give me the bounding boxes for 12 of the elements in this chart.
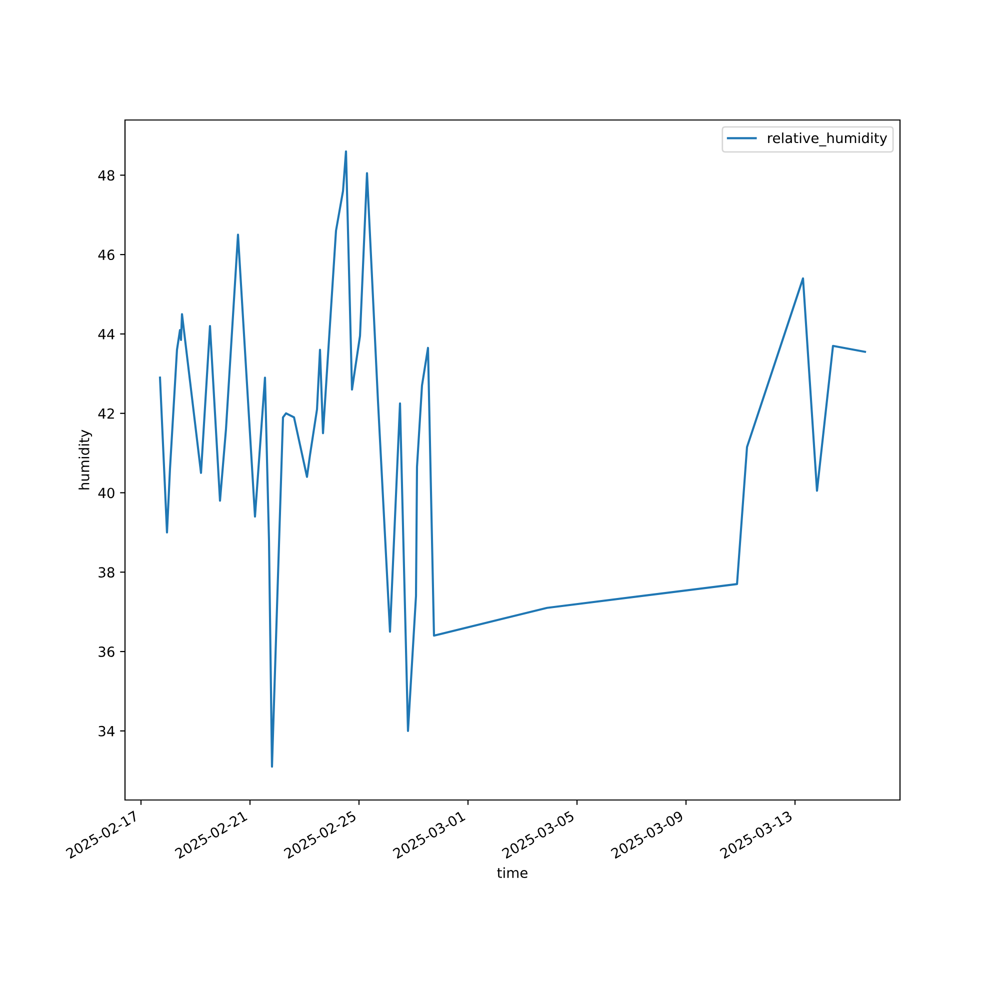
y-tick-label: 40 [98,488,114,498]
y-tick-label: 44 [98,329,114,340]
y-tick-label: 34 [98,726,114,736]
y-tick-label: 36 [98,646,114,658]
y-tick-label: 46 [98,250,114,260]
y-tick-label: 38 [98,567,114,578]
legend-label: relative_humidity [768,132,888,146]
y-tick-label: 48 [98,170,114,181]
y-axis-title: humidity [78,430,92,490]
x-axis-title: time [497,867,528,878]
line-series [158,150,866,768]
y-tick-label: 42 [98,408,114,419]
